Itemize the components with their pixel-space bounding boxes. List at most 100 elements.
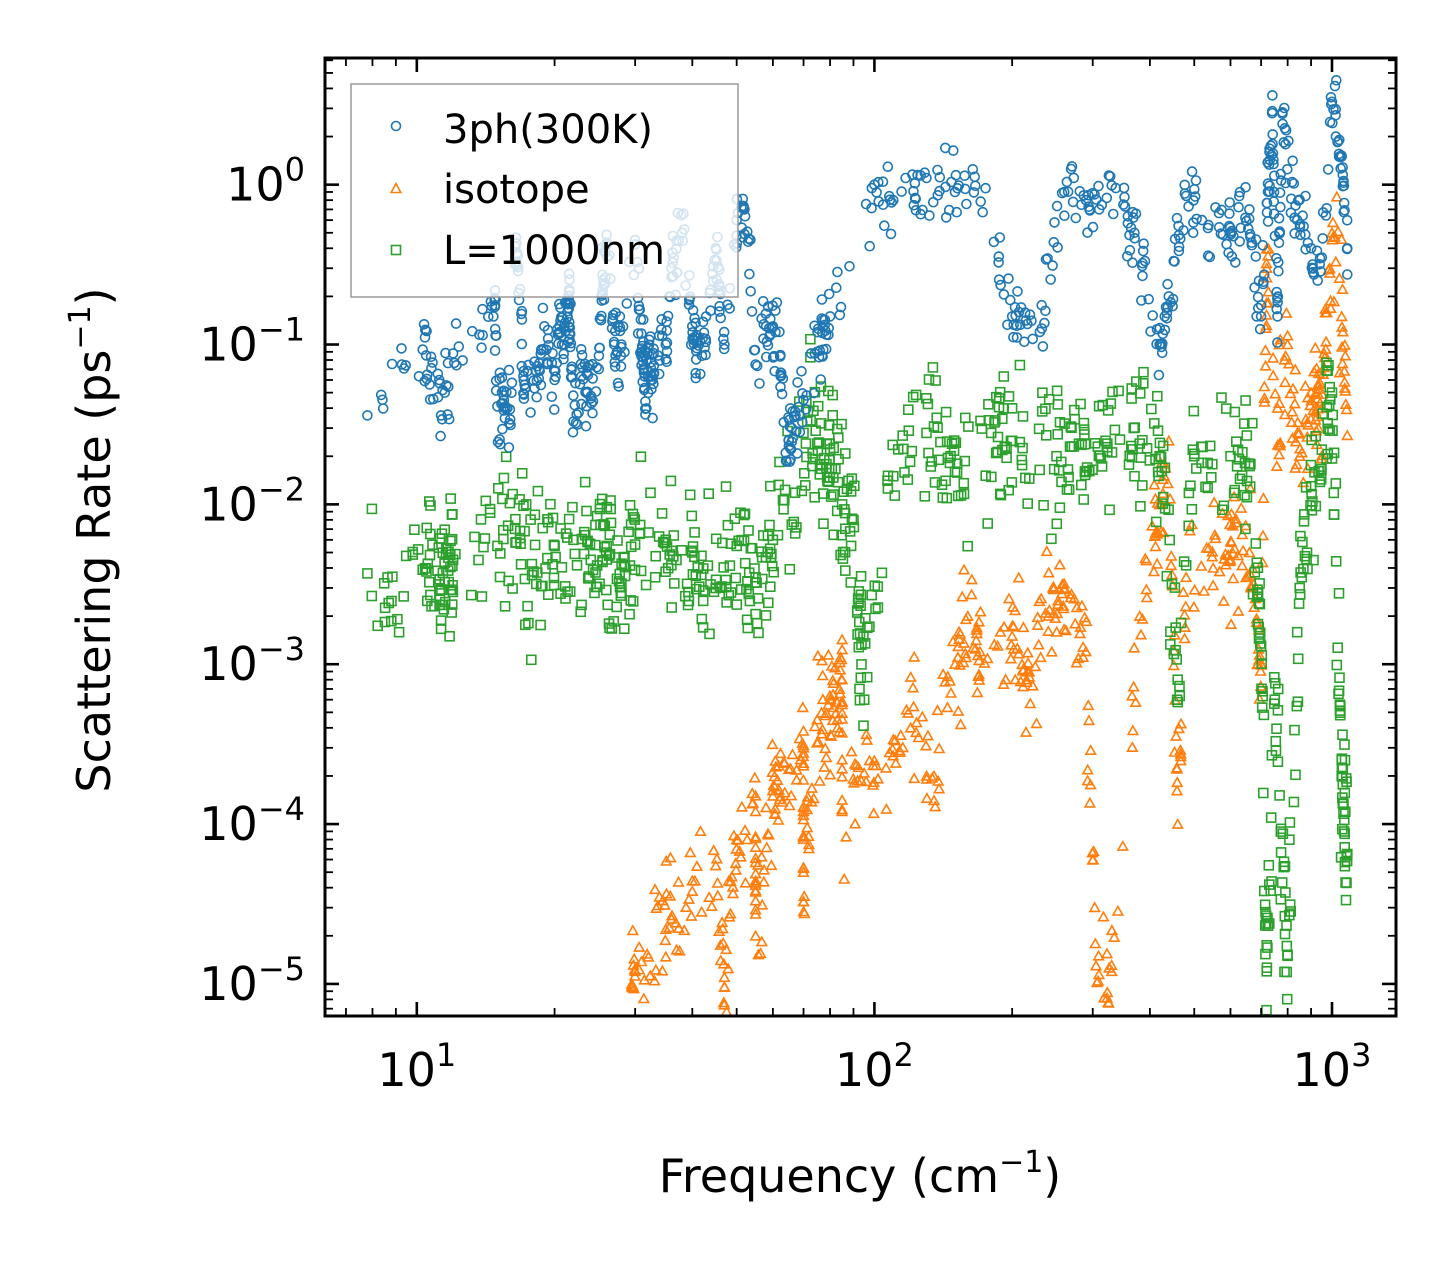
point-3ph300k: [655, 324, 667, 335]
point-isotope: [777, 755, 790, 767]
point-3ph300k: [1300, 244, 1311, 255]
point-3ph300k: [476, 342, 487, 354]
point-isotope: [729, 863, 743, 875]
point-3ph300k: [924, 210, 935, 221]
point-3ph300k: [558, 353, 569, 365]
point-l1000nm: [1326, 387, 1338, 398]
point-l1000nm: [869, 580, 881, 592]
point-l1000nm: [1256, 658, 1267, 669]
point-3ph300k: [1267, 138, 1278, 150]
point-3ph300k: [1083, 189, 1094, 201]
point-l1000nm: [1076, 479, 1087, 491]
point-isotope: [1229, 516, 1242, 528]
point-isotope: [816, 723, 829, 735]
point-3ph300k: [1287, 155, 1298, 167]
point-isotope: [797, 801, 810, 813]
point-3ph300k: [750, 359, 761, 370]
point-3ph300k: [1311, 245, 1323, 257]
point-isotope: [1274, 436, 1287, 448]
point-isotope: [970, 627, 984, 639]
point-3ph300k: [1065, 163, 1077, 175]
point-l1000nm: [1290, 769, 1301, 781]
point-3ph300k: [754, 378, 765, 389]
point-3ph300k: [1015, 302, 1027, 313]
point-3ph300k: [516, 308, 527, 320]
point-3ph300k: [519, 382, 531, 394]
point-isotope: [648, 974, 661, 986]
point-l1000nm: [409, 524, 420, 536]
point-isotope: [1330, 190, 1343, 202]
point-l1000nm: [697, 563, 709, 574]
point-l1000nm: [1038, 499, 1049, 511]
point-l1000nm: [668, 578, 680, 589]
point-l1000nm: [562, 586, 573, 598]
point-isotope: [797, 746, 810, 758]
point-l1000nm: [1229, 484, 1240, 496]
point-l1000nm: [516, 467, 528, 479]
point-l1000nm: [522, 600, 533, 612]
point-isotope: [1059, 624, 1073, 636]
point-isotope: [912, 731, 925, 743]
point-3ph300k: [738, 200, 749, 212]
point-l1000nm: [766, 560, 778, 572]
point-3ph300k: [1272, 337, 1283, 348]
point-3ph300k: [638, 362, 650, 374]
point-3ph300k: [1039, 317, 1050, 329]
point-l1000nm: [1052, 428, 1063, 440]
point-isotope: [1258, 380, 1271, 392]
point-isotope: [1053, 558, 1066, 570]
point-isotope: [633, 940, 646, 952]
point-l1000nm: [1157, 440, 1169, 452]
point-l1000nm: [583, 571, 595, 582]
point-isotope: [921, 729, 935, 741]
point-isotope: [1281, 329, 1294, 341]
point-isotope: [1209, 532, 1222, 544]
point-isotope: [997, 678, 1010, 690]
point-isotope: [954, 718, 967, 730]
point-l1000nm: [465, 589, 477, 601]
point-isotope: [1097, 910, 1110, 922]
point-l1000nm: [523, 617, 534, 629]
point-isotope: [1097, 991, 1111, 1003]
point-isotope: [1082, 714, 1096, 726]
point-l1000nm: [571, 559, 583, 571]
point-l1000nm: [898, 443, 909, 455]
point-isotope: [731, 833, 745, 845]
point-l1000nm: [1260, 910, 1272, 921]
point-isotope: [815, 706, 828, 718]
point-l1000nm: [627, 596, 639, 607]
point-l1000nm: [504, 497, 516, 509]
point-l1000nm: [843, 475, 854, 487]
point-l1000nm: [762, 530, 774, 542]
point-isotope: [1040, 545, 1053, 557]
point-isotope: [1046, 581, 1060, 593]
point-isotope: [648, 883, 662, 895]
point-l1000nm: [581, 505, 592, 517]
point-isotope: [904, 721, 917, 733]
point-l1000nm: [476, 591, 488, 602]
point-3ph300k: [1250, 251, 1262, 262]
point-l1000nm: [1244, 481, 1256, 492]
point-isotope: [1284, 387, 1297, 399]
point-l1000nm: [921, 427, 932, 439]
point-isotope: [1267, 369, 1280, 381]
point-isotope: [1270, 460, 1283, 472]
point-isotope: [1081, 774, 1094, 786]
point-3ph300k: [489, 299, 501, 311]
point-l1000nm: [1017, 442, 1028, 454]
point-isotope: [707, 844, 720, 856]
point-l1000nm: [499, 600, 511, 612]
point-3ph300k: [642, 387, 654, 399]
point-3ph300k: [817, 314, 829, 326]
point-isotope: [1207, 561, 1220, 573]
point-l1000nm: [1271, 723, 1282, 735]
point-isotope: [1216, 507, 1229, 519]
point-3ph300k: [563, 303, 575, 314]
point-l1000nm: [856, 659, 867, 670]
point-l1000nm: [993, 401, 1005, 413]
point-l1000nm: [800, 438, 812, 449]
point-l1000nm: [985, 471, 997, 483]
point-isotope: [970, 623, 983, 635]
point-l1000nm: [629, 564, 641, 576]
point-3ph300k: [1108, 208, 1119, 220]
